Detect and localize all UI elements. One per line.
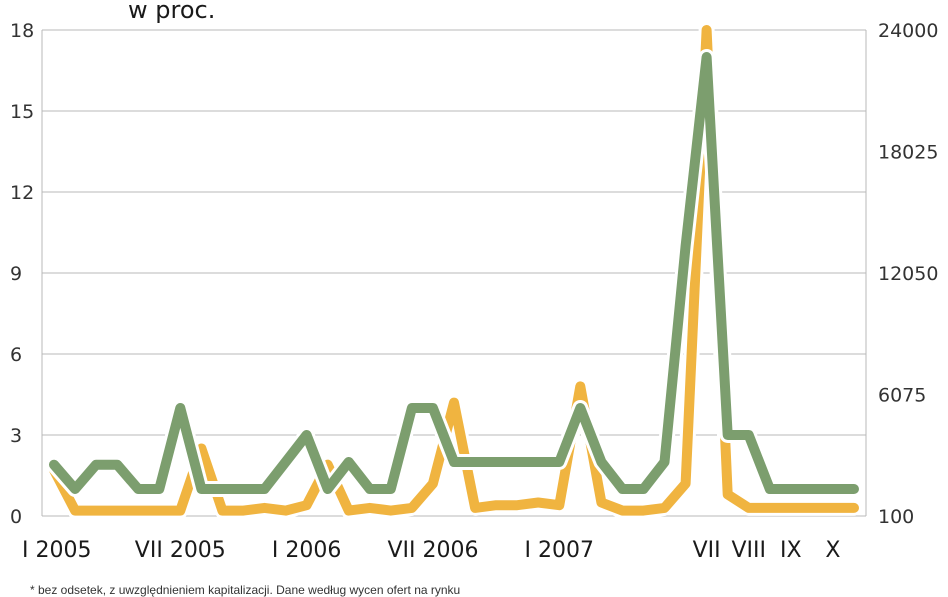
y-left-tick-label: 9	[10, 263, 22, 285]
x-tick-label: VIII	[731, 538, 766, 563]
y-left-tick-label: 6	[10, 344, 22, 366]
y-right-tick-label: 100	[878, 506, 914, 528]
x-tick-label: X	[825, 538, 840, 563]
x-tick-label: VII	[693, 538, 721, 563]
y-left-tick-label: 0	[10, 506, 22, 528]
x-tick-label: I 2006	[272, 538, 341, 563]
y-right-tick-label: 18025	[878, 142, 938, 164]
footnote: * bez odsetek, z uwzględnieniem kapitali…	[30, 583, 461, 597]
y-left-tick-label: 12	[10, 182, 34, 204]
y-right-tick-label: 6075	[878, 385, 926, 407]
y-left-tick-label: 3	[10, 425, 22, 447]
y-left-tick-label: 15	[10, 101, 34, 123]
y-left-tick-label: 18	[10, 20, 34, 42]
x-tick-label: VII 2005	[135, 538, 226, 563]
x-tick-label: IX	[780, 538, 802, 563]
x-tick-label: I 2007	[525, 538, 594, 563]
y-axis-right: 100 6075 12050 18025 24000	[878, 20, 938, 528]
unit-label: w proc.	[128, 0, 216, 24]
x-axis: I 2005 VII 2005 I 2006 VII 2006 I 2007 VII VII…	[22, 538, 840, 563]
x-tick-label: I 2005	[22, 538, 91, 563]
series-1-line	[49, 52, 859, 494]
y-right-tick-label: 24000	[878, 20, 938, 42]
y-right-tick-label: 12050	[878, 263, 938, 285]
series-group	[46, 22, 862, 519]
x-tick-label: VII 2006	[387, 538, 478, 563]
y-axis-left: 0 3 6 9 12 15 18	[10, 20, 34, 528]
